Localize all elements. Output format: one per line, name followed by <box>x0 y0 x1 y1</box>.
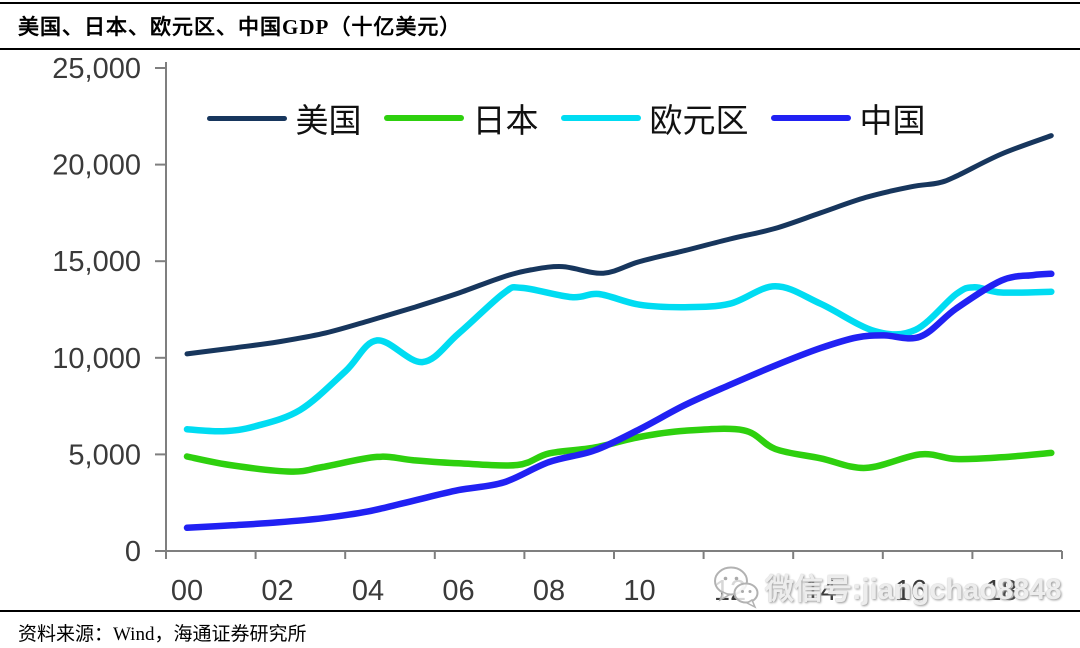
y-tick-label: 10,000 <box>52 343 141 375</box>
series-line-2 <box>183 283 1055 435</box>
x-tick-label: 06 <box>442 575 474 607</box>
wechat-icon <box>714 566 759 609</box>
watermark: 微信号:jiangchao8848 <box>712 564 1062 610</box>
chart-title: 美国、日本、欧元区、中国GDP（十亿美元） <box>18 15 462 39</box>
legend-item-usa: 美国 <box>206 94 362 142</box>
legend-line-usa <box>206 115 287 121</box>
series-line-3 <box>183 270 1055 532</box>
x-tick-label: 02 <box>261 575 293 607</box>
title-divider <box>0 48 1080 50</box>
legend-line-eurozone <box>560 115 641 121</box>
legend-item-eurozone: 欧元区 <box>560 94 749 142</box>
legend-label-usa: 美国 <box>295 104 362 140</box>
x-tick-label: 08 <box>533 575 565 607</box>
top-divider <box>0 2 1080 4</box>
legend-label-eurozone: 欧元区 <box>649 104 749 140</box>
legend-label-china: 中国 <box>859 104 926 140</box>
x-tick-label: 16 <box>895 575 927 607</box>
bottom-divider <box>0 610 1080 612</box>
legend-line-japan <box>383 115 464 121</box>
legend-line-china <box>770 115 851 121</box>
x-tick-label: 10 <box>623 575 655 607</box>
y-tick-label: 25,000 <box>52 53 141 85</box>
chart-legend: 美国 日本 欧元区 中国 <box>166 96 966 140</box>
series-line-1 <box>183 425 1055 475</box>
y-tick-label: 0 <box>125 536 141 568</box>
x-tick-label: 18 <box>985 575 1017 607</box>
series-line-0 <box>184 133 1054 357</box>
y-tick-label: 5,000 <box>68 439 141 471</box>
y-tick-label: 20,000 <box>52 150 141 182</box>
legend-label-japan: 日本 <box>472 104 539 140</box>
x-tick-label: 14 <box>804 575 836 607</box>
y-tick-label: 15,000 <box>52 246 141 278</box>
x-tick-label: 00 <box>171 575 203 607</box>
x-tick-label: 04 <box>352 575 384 607</box>
legend-item-japan: 日本 <box>383 94 539 142</box>
legend-item-china: 中国 <box>770 94 926 142</box>
watermark-text: 微信号:jiangchao8848 <box>765 574 1062 606</box>
source-note: 资料来源：Wind，海通证券研究所 <box>18 624 307 645</box>
